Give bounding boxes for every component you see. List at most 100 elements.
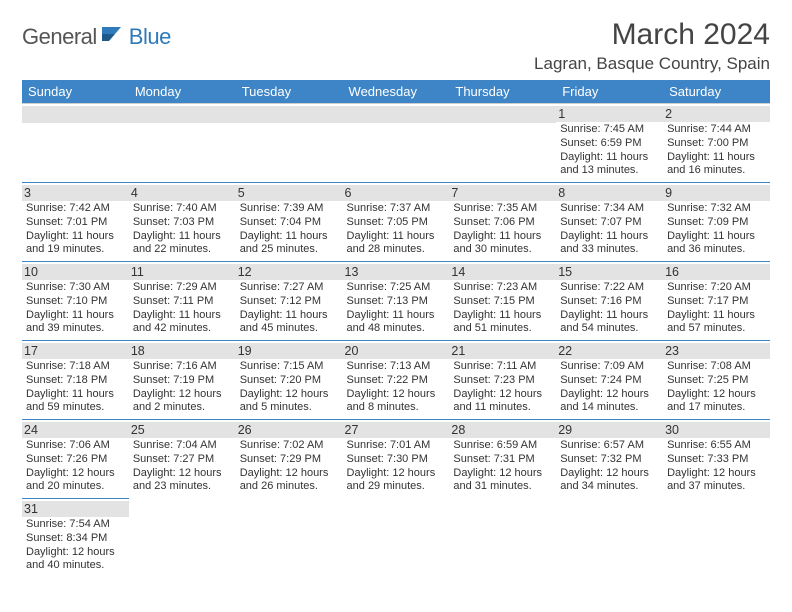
calendar-table: Sunday Monday Tuesday Wednesday Thursday… — [22, 80, 770, 577]
day-number: 16 — [663, 264, 770, 280]
day-number: 22 — [556, 343, 663, 359]
calendar-day-cell: 7Sunrise: 7:35 AMSunset: 7:06 PMDaylight… — [449, 183, 556, 262]
sunset-text: Sunset: 7:20 PM — [240, 374, 339, 388]
day-info: Sunrise: 7:45 AMSunset: 6:59 PMDaylight:… — [560, 123, 659, 178]
calendar-day-cell: 11Sunrise: 7:29 AMSunset: 7:11 PMDayligh… — [129, 262, 236, 341]
daylight-text: Daylight: 12 hours and 34 minutes. — [560, 467, 659, 495]
day-info: Sunrise: 6:57 AMSunset: 7:32 PMDaylight:… — [560, 439, 659, 494]
day-number: 25 — [129, 422, 236, 438]
sunset-text: Sunset: 7:15 PM — [453, 295, 552, 309]
day-info: Sunrise: 7:06 AMSunset: 7:26 PMDaylight:… — [26, 439, 125, 494]
day-info: Sunrise: 7:27 AMSunset: 7:12 PMDaylight:… — [240, 281, 339, 336]
day-info: Sunrise: 7:34 AMSunset: 7:07 PMDaylight:… — [560, 202, 659, 257]
sunset-text: Sunset: 7:06 PM — [453, 216, 552, 230]
sunset-text: Sunset: 7:19 PM — [133, 374, 232, 388]
calendar-week-row: 24Sunrise: 7:06 AMSunset: 7:26 PMDayligh… — [22, 420, 770, 499]
empty-day — [129, 106, 236, 123]
calendar-day-cell — [663, 499, 770, 578]
sunset-text: Sunset: 7:26 PM — [26, 453, 125, 467]
day-number: 26 — [236, 422, 343, 438]
calendar-day-cell: 27Sunrise: 7:01 AMSunset: 7:30 PMDayligh… — [343, 420, 450, 499]
daylight-text: Daylight: 12 hours and 29 minutes. — [347, 467, 446, 495]
sunset-text: Sunset: 7:01 PM — [26, 216, 125, 230]
daylight-text: Daylight: 11 hours and 45 minutes. — [240, 309, 339, 337]
logo-text-blue: Blue — [129, 24, 171, 50]
sunset-text: Sunset: 7:11 PM — [133, 295, 232, 309]
title-block: March 2024 Lagran, Basque Country, Spain — [534, 18, 770, 74]
calendar-day-cell: 13Sunrise: 7:25 AMSunset: 7:13 PMDayligh… — [343, 262, 450, 341]
sunset-text: Sunset: 7:10 PM — [26, 295, 125, 309]
daylight-text: Daylight: 12 hours and 37 minutes. — [667, 467, 766, 495]
sunrise-text: Sunrise: 7:44 AM — [667, 123, 766, 137]
day-number: 6 — [343, 185, 450, 201]
weekday-header: Friday — [556, 80, 663, 104]
day-number: 1 — [556, 106, 663, 122]
calendar-day-cell — [236, 499, 343, 578]
calendar-day-cell: 24Sunrise: 7:06 AMSunset: 7:26 PMDayligh… — [22, 420, 129, 499]
daylight-text: Daylight: 12 hours and 26 minutes. — [240, 467, 339, 495]
sunrise-text: Sunrise: 7:40 AM — [133, 202, 232, 216]
daylight-text: Daylight: 11 hours and 54 minutes. — [560, 309, 659, 337]
sunrise-text: Sunrise: 7:23 AM — [453, 281, 552, 295]
day-number: 19 — [236, 343, 343, 359]
day-number: 5 — [236, 185, 343, 201]
calendar-day-cell: 22Sunrise: 7:09 AMSunset: 7:24 PMDayligh… — [556, 341, 663, 420]
weekday-header: Saturday — [663, 80, 770, 104]
daylight-text: Daylight: 11 hours and 48 minutes. — [347, 309, 446, 337]
sunset-text: Sunset: 7:23 PM — [453, 374, 552, 388]
calendar-day-cell — [22, 104, 129, 183]
calendar-day-cell — [449, 499, 556, 578]
sunset-text: Sunset: 8:34 PM — [26, 532, 125, 546]
sunrise-text: Sunrise: 7:06 AM — [26, 439, 125, 453]
sunset-text: Sunset: 7:17 PM — [667, 295, 766, 309]
calendar-day-cell: 30Sunrise: 6:55 AMSunset: 7:33 PMDayligh… — [663, 420, 770, 499]
day-number: 17 — [22, 343, 129, 359]
sunrise-text: Sunrise: 7:08 AM — [667, 360, 766, 374]
day-info: Sunrise: 7:11 AMSunset: 7:23 PMDaylight:… — [453, 360, 552, 415]
day-info: Sunrise: 7:04 AMSunset: 7:27 PMDaylight:… — [133, 439, 232, 494]
sunrise-text: Sunrise: 6:59 AM — [453, 439, 552, 453]
daylight-text: Daylight: 12 hours and 40 minutes. — [26, 546, 125, 574]
calendar-day-cell — [129, 104, 236, 183]
calendar-week-row: 3Sunrise: 7:42 AMSunset: 7:01 PMDaylight… — [22, 183, 770, 262]
logo-text-general: General — [22, 24, 97, 50]
day-number: 4 — [129, 185, 236, 201]
daylight-text: Daylight: 11 hours and 36 minutes. — [667, 230, 766, 258]
daylight-text: Daylight: 12 hours and 11 minutes. — [453, 388, 552, 416]
day-number: 8 — [556, 185, 663, 201]
day-number: 13 — [343, 264, 450, 280]
calendar-day-cell: 14Sunrise: 7:23 AMSunset: 7:15 PMDayligh… — [449, 262, 556, 341]
calendar-day-cell — [343, 104, 450, 183]
sunrise-text: Sunrise: 7:01 AM — [347, 439, 446, 453]
empty-day — [449, 106, 556, 123]
sunset-text: Sunset: 7:16 PM — [560, 295, 659, 309]
calendar-day-cell: 4Sunrise: 7:40 AMSunset: 7:03 PMDaylight… — [129, 183, 236, 262]
calendar-week-row: 17Sunrise: 7:18 AMSunset: 7:18 PMDayligh… — [22, 341, 770, 420]
calendar-day-cell: 17Sunrise: 7:18 AMSunset: 7:18 PMDayligh… — [22, 341, 129, 420]
sunset-text: Sunset: 7:24 PM — [560, 374, 659, 388]
day-number: 23 — [663, 343, 770, 359]
sunrise-text: Sunrise: 7:39 AM — [240, 202, 339, 216]
day-number: 12 — [236, 264, 343, 280]
day-number: 21 — [449, 343, 556, 359]
sunrise-text: Sunrise: 7:13 AM — [347, 360, 446, 374]
daylight-text: Daylight: 11 hours and 39 minutes. — [26, 309, 125, 337]
calendar-day-cell: 29Sunrise: 6:57 AMSunset: 7:32 PMDayligh… — [556, 420, 663, 499]
daylight-text: Daylight: 11 hours and 59 minutes. — [26, 388, 125, 416]
sunset-text: Sunset: 7:27 PM — [133, 453, 232, 467]
calendar-day-cell: 15Sunrise: 7:22 AMSunset: 7:16 PMDayligh… — [556, 262, 663, 341]
daylight-text: Daylight: 12 hours and 17 minutes. — [667, 388, 766, 416]
sunrise-text: Sunrise: 7:04 AM — [133, 439, 232, 453]
sunset-text: Sunset: 7:18 PM — [26, 374, 125, 388]
daylight-text: Daylight: 12 hours and 20 minutes. — [26, 467, 125, 495]
calendar-day-cell — [343, 499, 450, 578]
sunrise-text: Sunrise: 7:37 AM — [347, 202, 446, 216]
sunset-text: Sunset: 7:13 PM — [347, 295, 446, 309]
calendar-day-cell: 8Sunrise: 7:34 AMSunset: 7:07 PMDaylight… — [556, 183, 663, 262]
day-info: Sunrise: 7:22 AMSunset: 7:16 PMDaylight:… — [560, 281, 659, 336]
day-number: 3 — [22, 185, 129, 201]
daylight-text: Daylight: 11 hours and 51 minutes. — [453, 309, 552, 337]
day-info: Sunrise: 6:59 AMSunset: 7:31 PMDaylight:… — [453, 439, 552, 494]
calendar-day-cell: 12Sunrise: 7:27 AMSunset: 7:12 PMDayligh… — [236, 262, 343, 341]
weekday-header-row: Sunday Monday Tuesday Wednesday Thursday… — [22, 80, 770, 104]
